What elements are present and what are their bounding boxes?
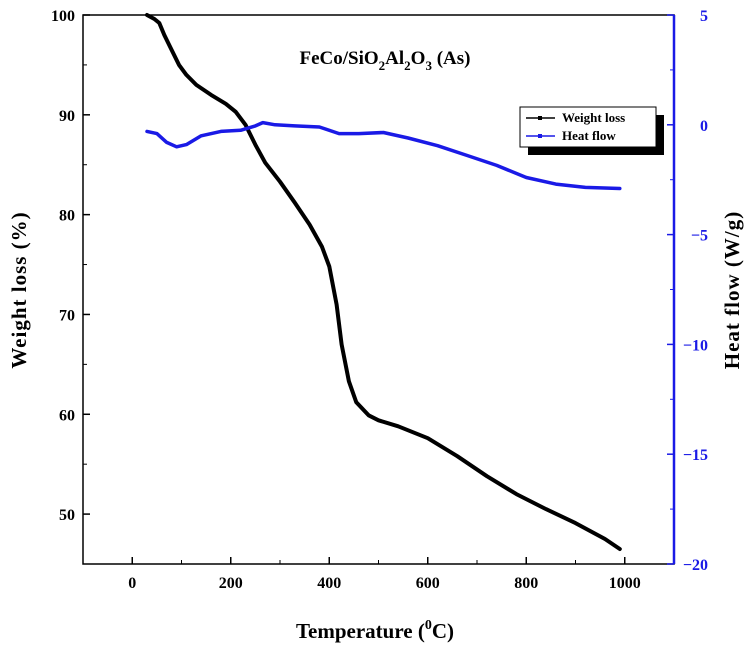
x-axis-title: Temperature (0C) xyxy=(296,618,454,643)
legend-box xyxy=(519,106,657,148)
left-tick-label: 50 xyxy=(59,507,75,524)
right-tick-label: 5 xyxy=(700,8,708,25)
left-tick-label: 70 xyxy=(59,307,75,324)
series-line-weight-loss xyxy=(145,13,622,551)
right-tick-label: 0 xyxy=(700,118,708,135)
bottom-tick-label: 800 xyxy=(514,575,538,592)
y-right-axis-title: Heat flow (W/g) xyxy=(720,211,744,369)
y-left-axis-title: Weight loss (%) xyxy=(7,211,31,368)
bottom-tick-label: 600 xyxy=(416,575,440,592)
series-layer xyxy=(145,13,622,551)
left-tick-label: 60 xyxy=(59,407,75,424)
legend-label-heat-flow: Heat flow xyxy=(562,128,616,143)
left-tick-label: 80 xyxy=(59,208,75,225)
right-tick-label: −5 xyxy=(691,228,708,245)
plot-frame xyxy=(82,14,675,565)
right-tick-label: −10 xyxy=(683,337,708,354)
series-line-heat-flow xyxy=(145,120,622,191)
bottom-tick-label: 200 xyxy=(219,575,243,592)
right-tick-label: −20 xyxy=(683,557,708,574)
left-axis-ticks: 50 60 70 80 90 100 xyxy=(51,8,90,565)
bottom-tick-label: 400 xyxy=(317,575,341,592)
legend-label-weight-loss: Weight loss xyxy=(562,110,625,125)
bottom-tick-label: 0 xyxy=(128,575,136,592)
legend-marker-heat-flow xyxy=(538,134,542,138)
chart-title: FeCo/SiO2Al2O3 (As) xyxy=(300,48,471,73)
legend-marker-weight-loss xyxy=(538,116,542,120)
bottom-tick-label: 1000 xyxy=(609,575,641,592)
right-axis-ticks: −20 −15 −10 −5 0 5 xyxy=(667,8,708,574)
right-tick-label: −15 xyxy=(683,447,708,464)
left-tick-label: 100 xyxy=(51,8,75,25)
bottom-axis-ticks: 0 200 400 600 800 1000 xyxy=(82,557,675,592)
legend: Weight loss Heat flow xyxy=(519,106,664,155)
left-tick-label: 90 xyxy=(59,108,75,125)
